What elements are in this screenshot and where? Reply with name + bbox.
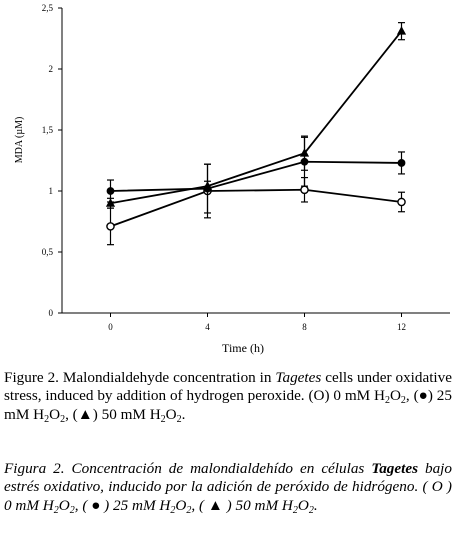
y-tick-label: 2	[49, 64, 54, 74]
y-axis-label: MDA (µM)	[14, 117, 25, 164]
data-point-filled-circle	[397, 159, 406, 167]
caption-en-text: , (▲) 50 mM H	[65, 405, 161, 423]
series-filled-triangle	[105, 22, 407, 209]
caption-es-text: O	[175, 496, 187, 514]
data-point-open-circle	[300, 185, 309, 195]
caption-es-genus: Tagetes	[371, 460, 418, 477]
caption-en-text: O	[49, 405, 61, 423]
x-axis-label: Time (h)	[222, 341, 264, 355]
caption-es-body: bajo estrés oxidativo, inducido por la a…	[4, 460, 452, 514]
caption-en-text: O	[389, 387, 401, 405]
caption-en-sub: 2	[176, 413, 182, 425]
caption-es-sub: 2	[69, 504, 75, 516]
caption-en-genus: Tagetes	[275, 369, 322, 386]
data-point-triangle	[299, 148, 310, 157]
caption-english: Figure 2. Malondialdehyde concentration …	[4, 369, 452, 424]
x-tick-label: 8	[302, 322, 307, 332]
caption-es-sub: 2	[170, 504, 176, 516]
caption-es-sub: 2	[292, 504, 298, 516]
caption-es-text: O	[297, 496, 309, 514]
series-open-circle	[106, 163, 406, 246]
data-point-filled-circle	[106, 187, 115, 195]
series-layer	[105, 22, 407, 246]
caption-es-text: , ( ▲ ) 50 mM H	[191, 496, 293, 514]
caption-es-sub: 2	[308, 504, 314, 516]
series-line	[110, 30, 403, 205]
data-point-open-circle	[106, 222, 115, 231]
caption-en-sub: 2	[160, 413, 166, 425]
y-tick-label: 1	[49, 186, 54, 196]
axes	[61, 8, 450, 314]
caption-en-text: O	[165, 405, 177, 423]
caption-en-text: , (●) 25 mM H	[4, 387, 452, 423]
caption-es-text: , ( ● ) 25 mM H	[74, 496, 171, 514]
caption-en-sub: 2	[384, 395, 390, 407]
data-point-triangle	[396, 26, 407, 35]
caption-es-lead: Figura 2. Concentración de malondialdehí…	[4, 460, 372, 477]
caption-en-sub: 2	[60, 413, 66, 425]
caption-en-lead: Figure 2. Malondialdehyde concentration …	[4, 369, 276, 386]
caption-es-sub: 2	[53, 504, 59, 516]
caption-en-sub: 2	[400, 395, 406, 407]
caption-en-text: .	[181, 405, 186, 423]
x-tick-label: 12	[397, 322, 406, 332]
y-tick-label: 0,5	[42, 247, 54, 257]
data-point-triangle	[105, 198, 116, 207]
caption-en-sub: 2	[44, 413, 50, 425]
series-line	[110, 160, 402, 192]
mda-line-chart: 0 0,5 1 1,5 2 2,5 0 4 8 12 Time (h) MDA (µM)	[14, 3, 450, 355]
data-point-open-circle	[397, 197, 406, 207]
y-tick-label: 1,5	[42, 125, 54, 135]
series-filled-circle	[106, 136, 406, 214]
caption-es-text: .	[313, 496, 318, 514]
data-point-triangle	[202, 181, 213, 190]
caption-en-body: cells under oxidative stress, induced by…	[4, 369, 452, 405]
x-tick-label: 4	[205, 322, 210, 332]
x-tick-label: 0	[108, 322, 113, 332]
series-line	[110, 188, 402, 228]
y-tick-label: 0	[49, 308, 54, 318]
caption-es-text: O	[58, 496, 70, 514]
caption-spanish: Figura 2. Concentración de malondialdehí…	[4, 460, 452, 515]
ticks: 0 0,5 1 1,5 2 2,5 0 4 8 12	[42, 3, 406, 332]
y-tick-label: 2,5	[42, 3, 54, 13]
caption-es-sub: 2	[186, 504, 192, 516]
